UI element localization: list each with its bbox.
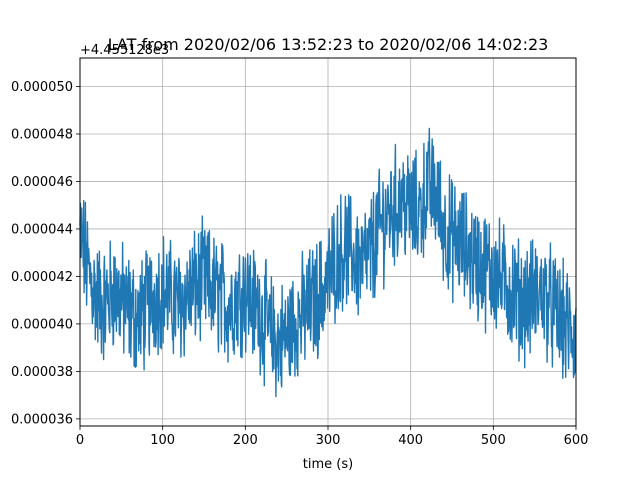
y-offset-label: +4.455128e3 [80, 43, 169, 58]
y-tick-label: 0.000044 [11, 222, 73, 237]
ticks: 0 100 200 300 400 500 600 0.000036 0.000038 0.000… [11, 80, 588, 448]
x-tick-label: 0 [76, 433, 84, 448]
y-tick-label: 0.000048 [11, 127, 73, 142]
y-tick-label: 0.000040 [11, 317, 73, 332]
x-tick-label: 300 [316, 433, 341, 448]
x-tick-label: 400 [398, 433, 423, 448]
y-tick-label: 0.000038 [11, 365, 73, 380]
x-tick-label: 100 [150, 433, 175, 448]
grid [79, 58, 577, 426]
x-tick-label: 200 [233, 433, 258, 448]
y-tick-label: 0.000036 [11, 412, 73, 427]
series-group [79, 127, 577, 398]
y-tick-label: 0.000046 [11, 175, 73, 190]
series-line [79, 127, 577, 398]
x-axis-label: time (s) [303, 457, 353, 472]
y-tick-label: 0.000042 [11, 270, 73, 285]
y-tick-label: 0.000050 [11, 80, 73, 95]
chart-title: LAT from 2020/02/06 13:52:23 to 2020/02/… [108, 35, 549, 54]
x-tick-label: 500 [481, 433, 506, 448]
x-tick-label: 600 [564, 433, 589, 448]
